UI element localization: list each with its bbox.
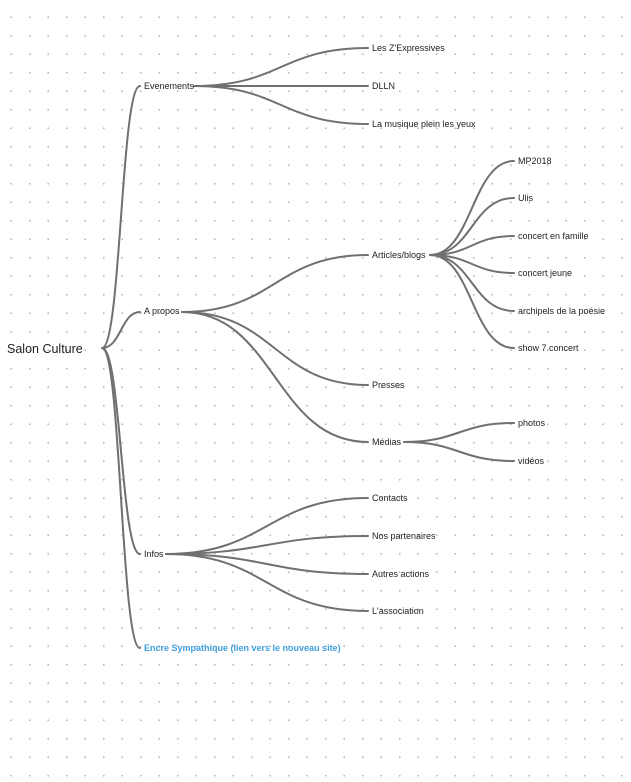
node-mp2018[interactable]: MP2018 xyxy=(518,156,552,166)
connector-infos-autres-actions xyxy=(165,553,369,575)
connector-infos-contacts xyxy=(165,497,369,555)
connector-apropos-presses xyxy=(181,311,369,386)
node-presses[interactable]: Presses xyxy=(372,380,405,390)
node-concert-jeune[interactable]: concert jeune xyxy=(518,268,573,278)
node-medias[interactable]: Médias xyxy=(372,437,402,447)
connector-root-evenements xyxy=(101,85,141,349)
connector-medias-photos xyxy=(403,422,515,443)
connector-infos-partenaires xyxy=(165,535,369,555)
connector-root-infos xyxy=(101,347,141,555)
node-les-zexpressives[interactable]: Les Z'Expressives xyxy=(372,43,445,53)
connector-articles-concert-jeune xyxy=(429,254,515,274)
connector-articles-concert-famille xyxy=(429,235,515,256)
connector-apropos-articles xyxy=(181,254,369,313)
connector-articles-ulis xyxy=(429,197,515,256)
node-show-7-concert[interactable]: show 7 concert xyxy=(518,343,579,353)
node-dlln[interactable]: DLLN xyxy=(372,81,396,91)
connector-root-encre xyxy=(101,347,141,649)
connector-articles-mp2018 xyxy=(429,160,515,256)
mindmap-root[interactable]: Salon Culture xyxy=(7,342,83,356)
node-archipels-de-la-poesie[interactable]: archipels de la poésie xyxy=(518,306,606,316)
branch-evenements[interactable]: Evenements xyxy=(144,81,195,91)
branch-a-propos[interactable]: A propos xyxy=(144,306,180,316)
connector-medias-videos xyxy=(403,441,515,462)
branch-encre-sympathique-link[interactable]: Encre Sympathique (lien vers le nouveau … xyxy=(144,643,341,653)
node-la-musique-plein-les-yeux[interactable]: La musique plein les yeux xyxy=(372,119,476,129)
node-articles-blogs[interactable]: Articles/blogs xyxy=(372,250,426,260)
connector-evenements-musique xyxy=(193,85,369,125)
node-nos-partenaires[interactable]: Nos partenaires xyxy=(372,531,436,541)
node-autres-actions[interactable]: Autres actions xyxy=(372,569,430,579)
branch-infos[interactable]: Infos xyxy=(144,549,164,559)
node-photos[interactable]: photos xyxy=(518,418,546,428)
node-concert-en-famille[interactable]: concert en famille xyxy=(518,231,589,241)
node-lassociation[interactable]: L'association xyxy=(372,606,424,616)
connector-articles-show7 xyxy=(429,254,515,349)
connector-root-a-propos xyxy=(101,311,141,349)
connector-infos-association xyxy=(165,553,369,612)
node-videos[interactable]: vidéos xyxy=(518,456,545,466)
connector-evenements-zexpressives xyxy=(193,47,369,87)
connector-apropos-medias xyxy=(181,311,369,443)
node-ulis[interactable]: Ulis xyxy=(518,193,533,203)
node-contacts[interactable]: Contacts xyxy=(372,493,408,503)
